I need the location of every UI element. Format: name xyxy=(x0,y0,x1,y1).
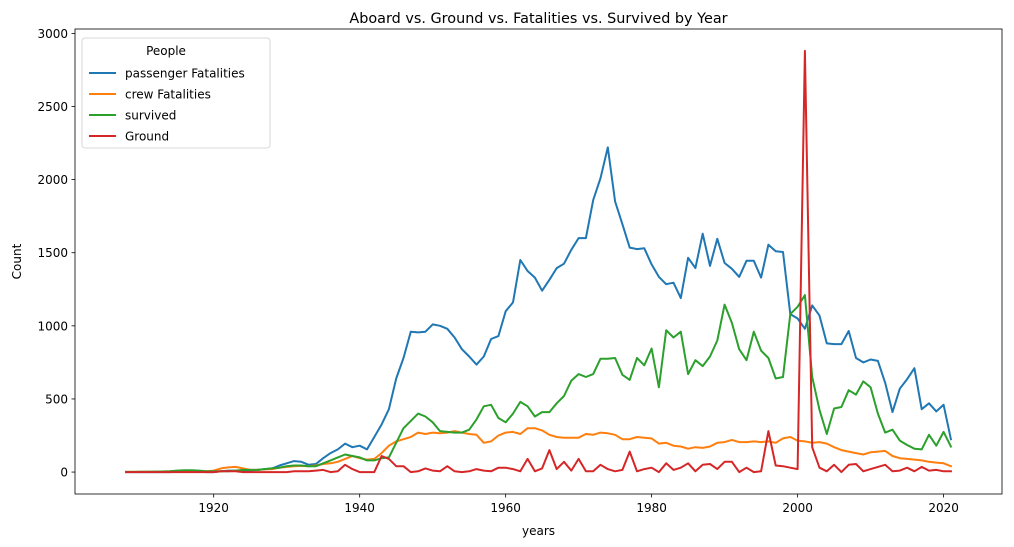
legend-title: People xyxy=(146,44,186,58)
legend-label-2: survived xyxy=(125,109,176,123)
y-tick-label: 0 xyxy=(60,466,68,480)
x-tick-label: 1920 xyxy=(198,501,229,515)
y-tick-label: 1500 xyxy=(37,246,68,260)
y-tick-label: 1000 xyxy=(37,319,68,333)
x-tick-label: 2020 xyxy=(928,501,959,515)
x-tick-label: 1940 xyxy=(344,501,375,515)
plot-area xyxy=(125,49,953,474)
y-tick-label: 3000 xyxy=(37,27,68,41)
legend-label-3: Ground xyxy=(125,130,169,144)
series-line-0 xyxy=(125,146,953,474)
x-tick-label: 1980 xyxy=(636,501,667,515)
y-tick-label: 2000 xyxy=(37,173,68,187)
axes: 1920 1940 1960 1980 2000 2020 0 500 1000 1500 2000… xyxy=(37,27,1003,515)
legend-label-0: passenger Fatalities xyxy=(125,67,245,81)
legend-label-1: crew Fatalities xyxy=(125,88,211,102)
legend-frame xyxy=(81,37,271,149)
plot-frame xyxy=(74,28,1003,495)
x-tick-label: 2000 xyxy=(782,501,813,515)
y-tick-label: 2500 xyxy=(37,100,68,114)
x-tick-label: 1960 xyxy=(490,501,521,515)
legend: People passenger Fatalities crew Fataliti… xyxy=(81,37,271,149)
x-axis-title: years xyxy=(522,524,555,538)
chart-title: Aboard vs. Ground vs. Fatalities vs. Sur… xyxy=(349,11,727,27)
y-tick-label: 500 xyxy=(45,392,68,406)
y-axis-title: Count xyxy=(10,243,24,279)
series-line-2 xyxy=(125,294,953,473)
series-line-3 xyxy=(125,49,952,474)
